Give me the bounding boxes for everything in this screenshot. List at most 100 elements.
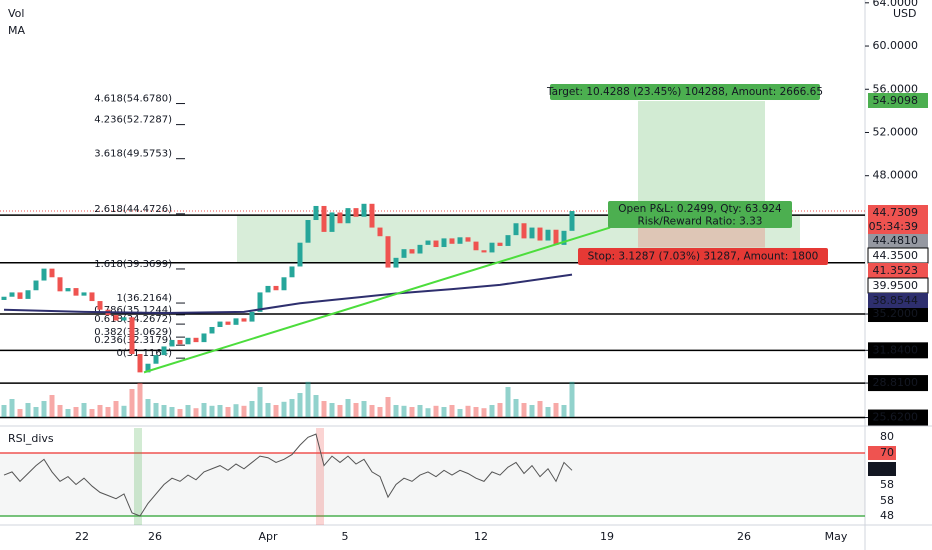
candle — [481, 250, 487, 253]
volume-bar — [281, 401, 287, 417]
target-label: Target: 10.4288 (23.45%) 104288, Amount:… — [546, 86, 823, 98]
candle — [161, 346, 167, 356]
volume-bar — [545, 407, 551, 417]
volume-bar — [257, 387, 263, 417]
candle — [489, 242, 495, 253]
volume-bar — [489, 405, 495, 417]
candle — [81, 292, 87, 296]
volume-bar — [1, 405, 7, 417]
rsi-axis-label: 58 — [880, 494, 894, 507]
candle — [417, 244, 423, 254]
countdown-box — [868, 220, 928, 234]
candle — [137, 354, 143, 373]
volume-bar — [225, 407, 231, 417]
volume-bar — [89, 409, 95, 417]
price-tag — [868, 93, 928, 108]
volume-bar — [201, 403, 207, 417]
volume-bar — [433, 405, 439, 417]
candle — [497, 242, 503, 246]
volume-bar — [81, 403, 87, 417]
candle — [153, 355, 159, 364]
candle — [369, 203, 375, 228]
candle — [305, 220, 311, 243]
volume-bar — [41, 401, 47, 417]
fib-label: 1(36.2164) — [116, 293, 172, 304]
volume-bar — [169, 407, 175, 417]
volume-bar — [289, 399, 295, 417]
volume-bar — [217, 405, 223, 417]
rsi-axis-label: 58 — [880, 478, 894, 491]
candle — [25, 290, 31, 299]
volume-bar — [409, 407, 415, 417]
candle — [289, 266, 295, 278]
pnl-label: Open P&L: 0.2499, Qty: 63.924 — [618, 203, 782, 215]
volume-bar — [425, 408, 431, 417]
volume-bar — [73, 407, 79, 417]
volume-bar — [465, 405, 471, 417]
volume-bar — [393, 405, 399, 417]
volume-bar — [265, 403, 271, 417]
candle — [545, 229, 551, 241]
volume-bar — [185, 405, 191, 417]
price-tick-label: 60.0000 — [873, 39, 919, 52]
volume-bar — [105, 407, 111, 417]
price-tick-label: 31.8400 — [873, 343, 919, 356]
candle — [457, 237, 463, 244]
volume-bar — [385, 397, 391, 417]
candle — [257, 292, 263, 312]
volume-bar — [553, 403, 559, 417]
candle — [57, 277, 63, 292]
candle — [425, 240, 431, 245]
fib-label: 4.618(54.6780) — [94, 94, 172, 105]
fib-label: 4.236(52.7287) — [94, 115, 172, 126]
volume-bar — [49, 395, 55, 417]
trendline — [143, 226, 611, 374]
candle — [169, 339, 175, 347]
volume-bar — [561, 405, 567, 417]
volume-bar — [9, 399, 15, 417]
price-tick-box — [868, 375, 928, 392]
candle — [241, 318, 247, 322]
rsi-axis-box — [868, 446, 896, 460]
price-tag-label: 44.3500 — [873, 249, 919, 262]
candle — [273, 285, 279, 291]
stop-label-box — [578, 248, 828, 265]
volume-bar — [153, 403, 159, 417]
stop-label: Stop: 3.1287 (7.03%) 31287, Amount: 1800 — [588, 251, 819, 263]
candle — [513, 223, 519, 236]
volume-bar — [369, 405, 375, 417]
pnl-label: Risk/Reward Ratio: 3.33 — [638, 215, 763, 227]
time-label: 19 — [600, 530, 614, 543]
price-tag — [868, 263, 928, 278]
candle — [433, 240, 439, 248]
volume-bar — [321, 401, 327, 417]
candle — [41, 268, 47, 281]
volume-bar — [521, 403, 527, 417]
candle — [529, 227, 535, 239]
candle — [65, 288, 71, 292]
price-tick-label: 35.2000 — [873, 307, 919, 320]
volume-bar — [481, 408, 487, 417]
price-tick-label: 48.0000 — [873, 169, 919, 182]
price-tick-box — [868, 342, 928, 359]
candle — [377, 227, 383, 237]
candle — [313, 205, 319, 221]
volume-bar — [177, 409, 183, 417]
volume-bar — [529, 405, 535, 417]
candle — [113, 315, 119, 321]
candle — [33, 280, 39, 291]
volume-bar — [345, 399, 351, 417]
time-label: 22 — [75, 530, 89, 543]
volume-bar — [25, 403, 31, 417]
time-label: 26 — [737, 530, 751, 543]
candle — [177, 339, 183, 345]
price-tag-label: 54.9098 — [873, 94, 919, 107]
price-tag-label: 44.4810 — [873, 234, 919, 247]
price-tick-label: 64.0000 — [873, 0, 919, 9]
fib-label: 0.786(35.1244) — [94, 305, 172, 316]
candle — [265, 285, 271, 293]
rsi-axis-label: 59 — [880, 462, 894, 475]
volume-bar — [457, 409, 463, 417]
